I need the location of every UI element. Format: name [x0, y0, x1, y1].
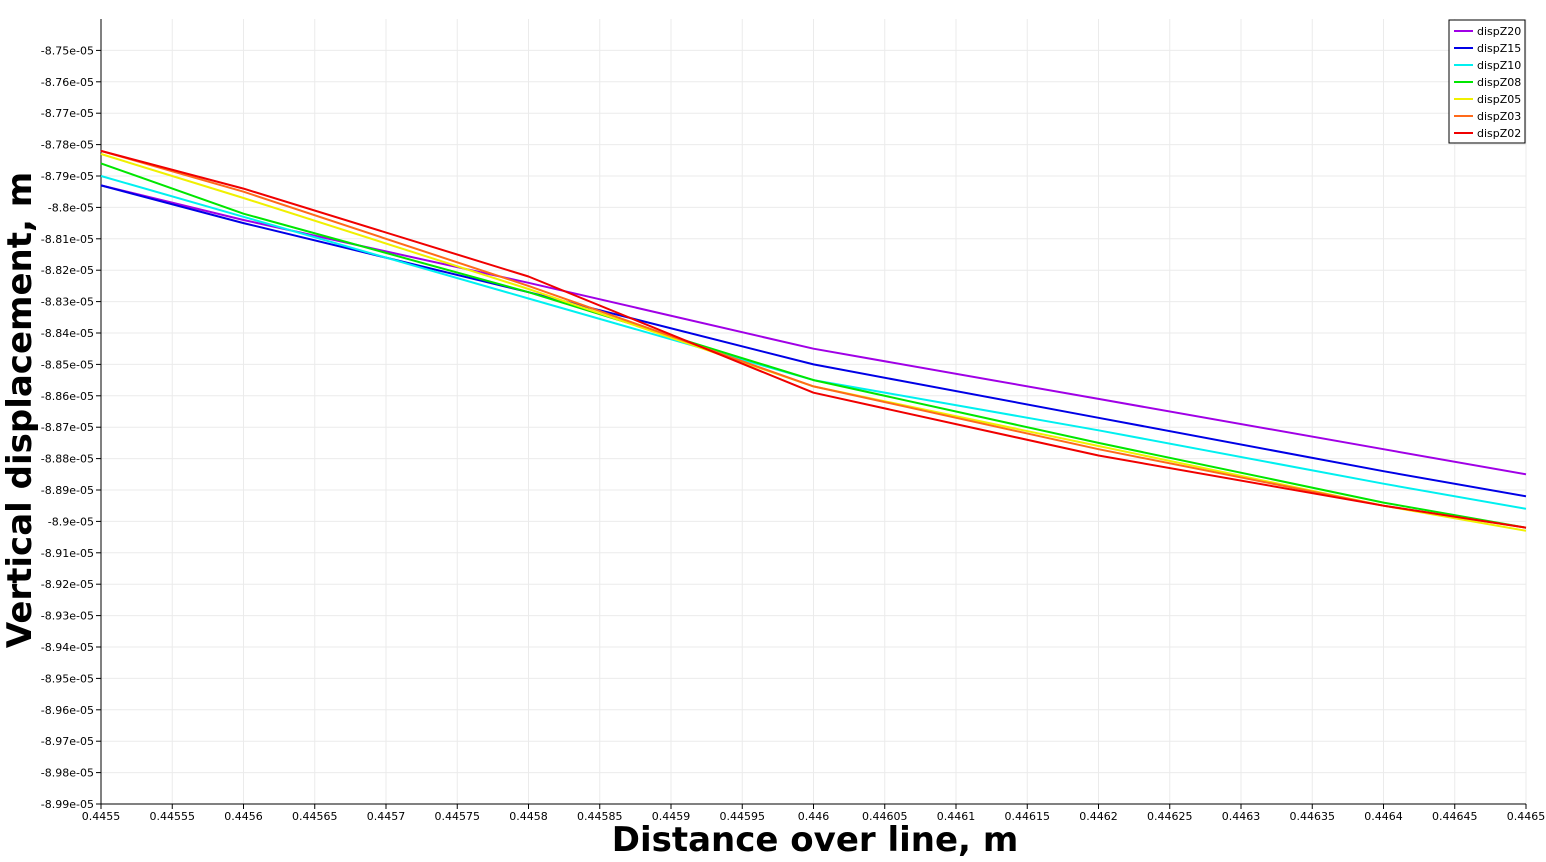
y-tick-label: -8.85e-05 — [41, 358, 94, 371]
x-tick-label: 0.44635 — [1290, 810, 1336, 823]
y-tick-label: -8.87e-05 — [41, 421, 94, 434]
y-tick-label: -8.84e-05 — [41, 327, 94, 340]
x-tick-label: 0.44645 — [1432, 810, 1478, 823]
x-tick-label: 0.4464 — [1364, 810, 1403, 823]
series-line-dispz08 — [100, 162, 1527, 529]
legend-label: dispZ05 — [1477, 93, 1521, 106]
x-tick-label: 0.4459 — [652, 810, 691, 823]
x-tick-label: 0.4462 — [1079, 810, 1118, 823]
y-tick-label: -8.77e-05 — [41, 107, 94, 120]
y-tick-label: -8.83e-05 — [41, 296, 94, 309]
x-tick-label: 0.44575 — [435, 810, 481, 823]
y-tick-label: -8.82e-05 — [41, 264, 94, 277]
legend-label: dispZ03 — [1477, 110, 1521, 123]
y-tick-label: -8.89e-05 — [41, 484, 94, 497]
x-tick-labels: 0.4455 0.44555 0.4456 0.44565 0.4457 0.44575 0… — [82, 810, 1546, 823]
legend-label: dispZ08 — [1477, 76, 1521, 89]
x-tick-label: 0.4465 — [1507, 810, 1546, 823]
legend-label: dispZ15 — [1477, 42, 1521, 55]
y-tick-label: -8.81e-05 — [41, 233, 94, 246]
x-tick-label: 0.44595 — [720, 810, 766, 823]
y-tick-label: -8.76e-05 — [41, 76, 94, 89]
legend: dispZ20 dispZ15 dispZ10 dispZ08 dispZ05 dispZ… — [1448, 19, 1526, 144]
y-axis-title: Vertical displacement, m — [0, 172, 40, 648]
x-tick-label: 0.4463 — [1222, 810, 1261, 823]
y-tick-label: -8.94e-05 — [41, 641, 94, 654]
x-tick-label: 0.4456 — [224, 810, 263, 823]
series-line-dispz20 — [100, 184, 1527, 476]
series-line-dispz02 — [100, 149, 1527, 529]
grid-lines — [100, 19, 1527, 805]
y-tick-labels: -8.75e-05 -8.76e-05 -8.77e-05 -8.78e-05 -8.7… — [41, 44, 94, 811]
y-tick-label: -8.98e-05 — [41, 767, 94, 780]
y-tick-label: -8.93e-05 — [41, 610, 94, 623]
axes — [96, 19, 1527, 809]
y-tick-label: -8.86e-05 — [41, 390, 94, 403]
y-tick-label: -8.78e-05 — [41, 139, 94, 152]
series-lines — [100, 149, 1527, 532]
y-tick-label: -8.75e-05 — [41, 44, 94, 57]
y-tick-label: -8.95e-05 — [41, 672, 94, 685]
x-tick-label: 0.4457 — [367, 810, 406, 823]
y-tick-label: -8.88e-05 — [41, 453, 94, 466]
x-tick-label: 0.44625 — [1147, 810, 1193, 823]
x-tick-label: 0.4458 — [509, 810, 548, 823]
legend-label: dispZ10 — [1477, 59, 1521, 72]
x-tick-label: 0.44605 — [862, 810, 908, 823]
y-tick-label: -8.96e-05 — [41, 704, 94, 717]
legend-label: dispZ20 — [1477, 25, 1521, 38]
legend-label: dispZ02 — [1477, 127, 1521, 140]
y-tick-label: -8.9e-05 — [48, 515, 94, 528]
x-tick-label: 0.4455 — [82, 810, 121, 823]
y-tick-label: -8.79e-05 — [41, 170, 94, 183]
y-tick-label: -8.97e-05 — [41, 735, 94, 748]
x-tick-label: 0.44615 — [1005, 810, 1051, 823]
x-tick-label: 0.4461 — [937, 810, 976, 823]
x-tick-label: 0.44585 — [577, 810, 623, 823]
x-axis-title: Distance over line, m — [612, 820, 1019, 860]
y-tick-label: -8.92e-05 — [41, 578, 94, 591]
y-tick-label: -8.91e-05 — [41, 547, 94, 560]
x-tick-label: 0.44565 — [292, 810, 338, 823]
y-tick-label: -8.8e-05 — [48, 201, 94, 214]
series-line-dispz15 — [100, 184, 1527, 498]
x-tick-label: 0.44555 — [150, 810, 196, 823]
y-tick-label: -8.99e-05 — [41, 798, 94, 811]
x-tick-label: 0.446 — [798, 810, 830, 823]
